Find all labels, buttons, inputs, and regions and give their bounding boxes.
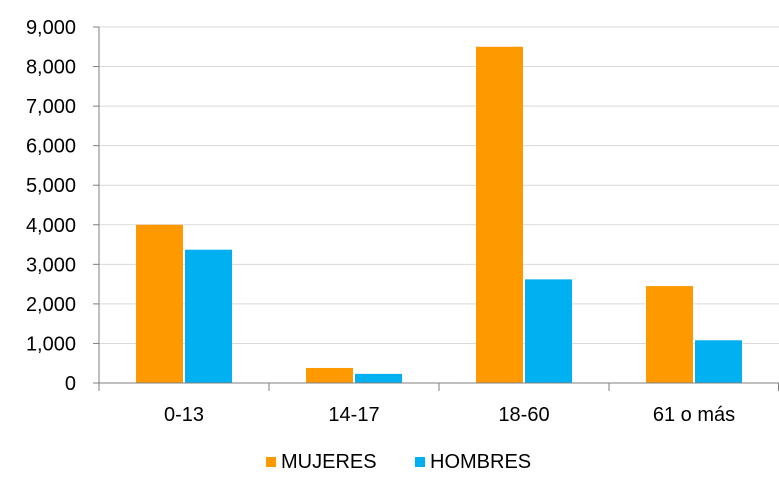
- y-tick-label: 3,000: [26, 254, 76, 276]
- y-tick-label: 4,000: [26, 215, 76, 237]
- y-tick-label: 5,000: [26, 175, 76, 197]
- legend-swatch-hombres: [415, 457, 425, 467]
- y-tick-label: 7,000: [26, 96, 76, 118]
- x-tick-label: 14-17: [328, 404, 379, 426]
- bar-mujeres-1: [306, 367, 353, 383]
- bar-mujeres-3: [646, 286, 693, 383]
- axis-labels: 0 1,000 2,000 3,000 4,000 5,000 6,000 7,000 8,00…: [26, 17, 735, 426]
- axes: [93, 26, 779, 391]
- x-tick-label: 18-60: [498, 404, 549, 426]
- y-tick-label: 9,000: [26, 17, 76, 39]
- x-tick-label: 61 o más: [653, 404, 735, 426]
- y-tick-label: 2,000: [26, 294, 76, 316]
- bars: [136, 46, 742, 384]
- legend: MUJERES HOMBRES: [266, 451, 531, 473]
- bar-hombres-0: [185, 249, 232, 383]
- y-tick-label: 1,000: [26, 333, 76, 355]
- x-tick-label: 0-13: [164, 404, 204, 426]
- y-tick-label: 0: [65, 373, 76, 395]
- bar-mujeres-2: [476, 46, 523, 384]
- y-tick-label: 8,000: [26, 57, 76, 79]
- bar-hombres-1: [355, 373, 402, 383]
- y-tick-label: 6,000: [26, 136, 76, 158]
- bar-mujeres-0: [136, 224, 183, 383]
- bar-hombres-3: [695, 340, 742, 383]
- legend-swatch-mujeres: [266, 457, 276, 467]
- legend-label-hombres: HOMBRES: [430, 451, 531, 473]
- legend-label-mujeres: MUJERES: [281, 451, 377, 473]
- bar-hombres-2: [525, 279, 572, 383]
